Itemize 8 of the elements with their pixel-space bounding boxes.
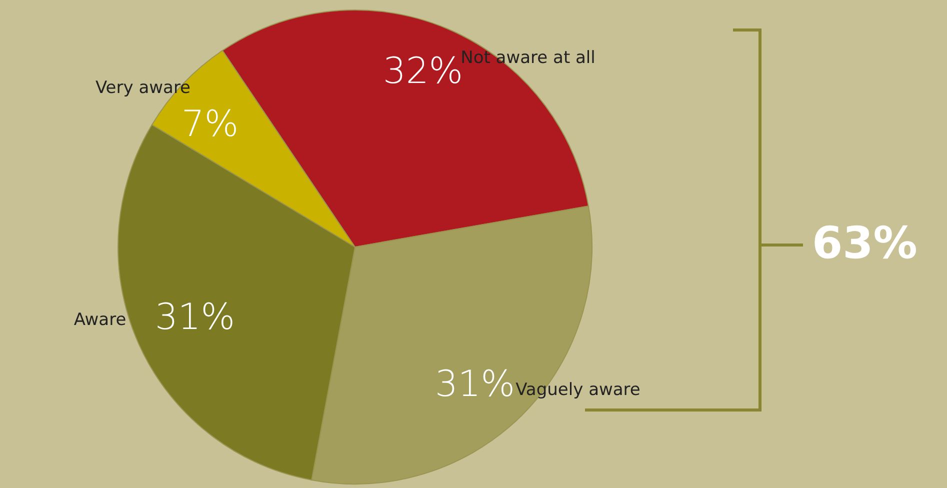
slice-label: Aware xyxy=(74,310,126,330)
data-label: 31% xyxy=(154,297,236,338)
data-label: 32% xyxy=(382,51,464,92)
data-label: 31% xyxy=(434,364,516,405)
text: 63% xyxy=(812,218,918,269)
slice-label: Vaguely aware xyxy=(516,380,640,400)
data-label: 7% xyxy=(181,104,239,145)
slice-label: Not aware at all xyxy=(460,48,596,68)
